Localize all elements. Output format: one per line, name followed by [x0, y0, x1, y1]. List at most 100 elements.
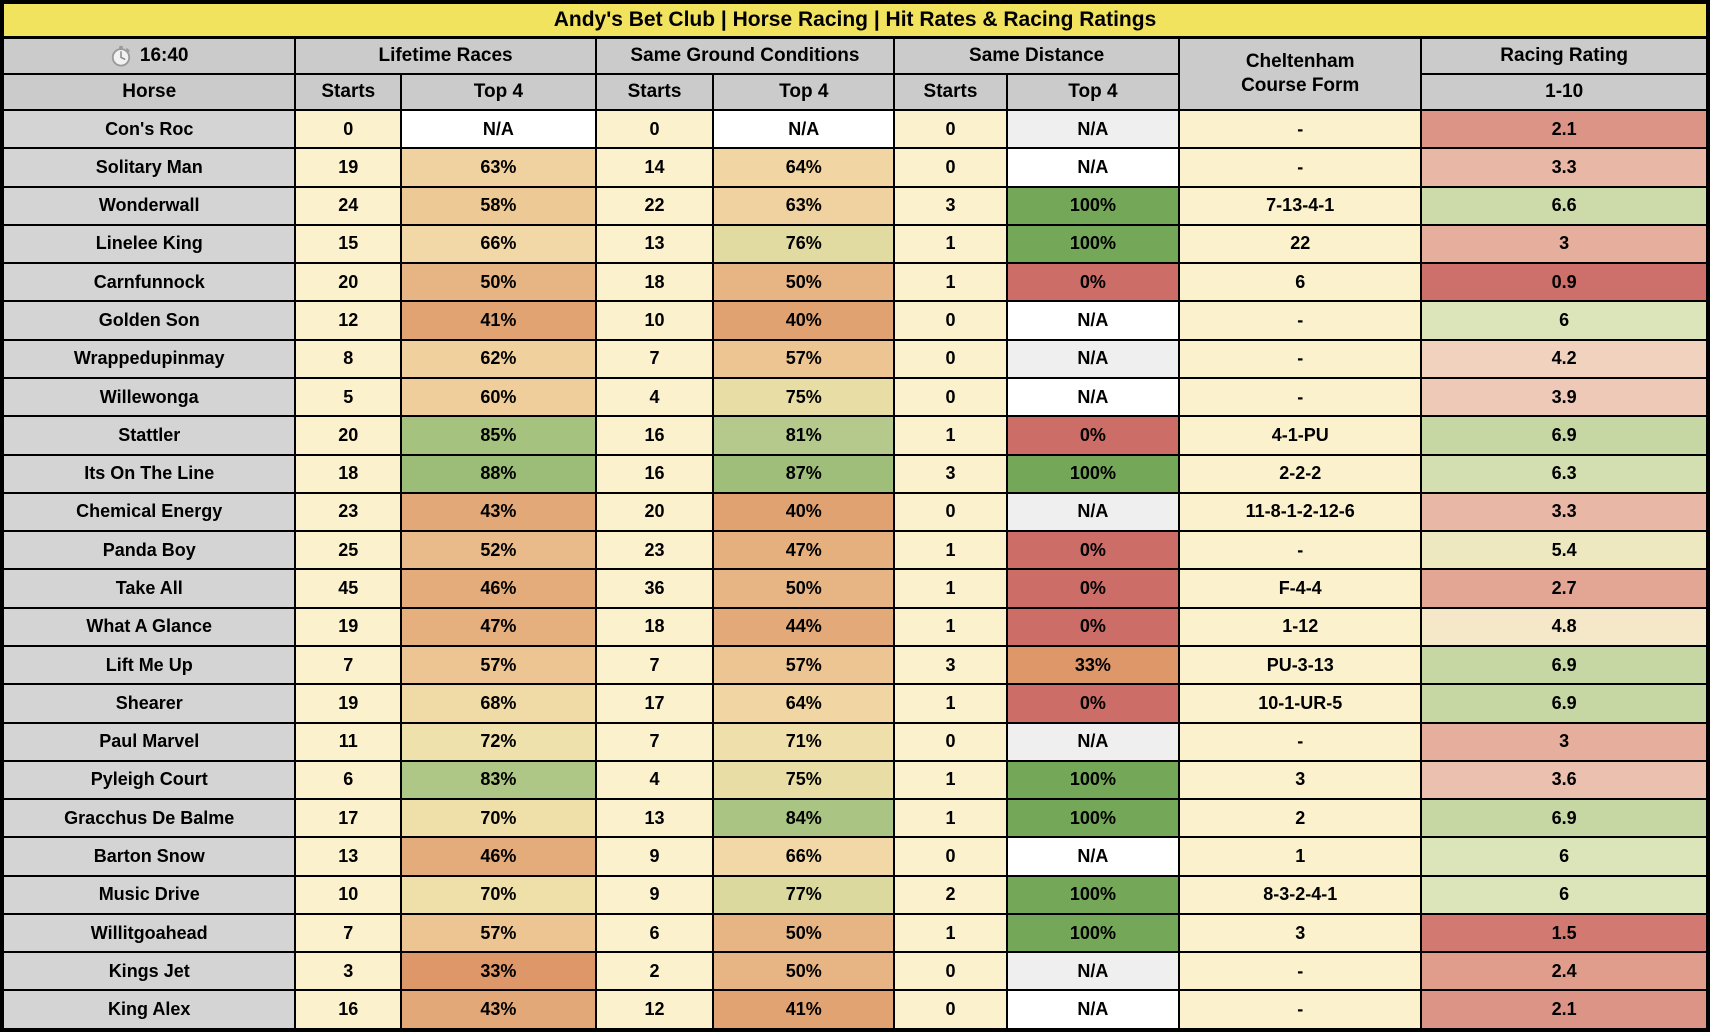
table-row: Its On The Line 18 88% 16 87% 3 100% 2-2… — [0, 453, 1709, 494]
ground-starts-cell: 17 — [594, 683, 715, 724]
distance-starts-cell: 3 — [893, 453, 1008, 494]
ground-starts-cell: 6 — [594, 912, 715, 954]
lifetime-starts-cell: 19 — [294, 606, 403, 647]
course-form-cell: 10-1-UR-5 — [1178, 683, 1423, 724]
lifetime-top4-cell: 46% — [400, 568, 597, 609]
stopwatch-icon — [111, 45, 131, 67]
distance-starts-cell: 0 — [893, 989, 1008, 1031]
lifetime-top4-cell: 46% — [400, 836, 597, 877]
distance-starts-cell: 1 — [893, 606, 1008, 647]
course-form-cell: - — [1178, 989, 1423, 1031]
horse-name-cell: Stattler — [0, 415, 297, 456]
rating-cell: 2.7 — [1420, 568, 1709, 609]
rating-cell: 3 — [1420, 223, 1709, 265]
ground-top4-cell: 63% — [712, 185, 896, 226]
ground-top4-cell: 75% — [712, 376, 896, 418]
rating-cell: 2.1 — [1420, 108, 1709, 150]
header-distance-top4: Top 4 — [1005, 73, 1181, 111]
table-row: Con's Roc 0 N/A 0 N/A 0 N/A - 2.1 — [0, 108, 1709, 150]
ground-starts-cell: 18 — [594, 262, 715, 303]
course-form-cell: 8-3-2-4-1 — [1178, 874, 1423, 915]
ground-starts-cell: 20 — [594, 491, 715, 533]
course-form-cell: 6 — [1178, 262, 1423, 303]
ground-top4-cell: 87% — [712, 453, 896, 494]
lifetime-starts-cell: 12 — [294, 300, 403, 341]
ground-top4-cell: 40% — [712, 491, 896, 533]
rating-cell: 6.9 — [1420, 683, 1709, 724]
ground-top4-cell: 64% — [712, 683, 896, 724]
course-form-cell: - — [1178, 376, 1423, 418]
distance-top4-cell: 100% — [1005, 759, 1181, 801]
table-row: Wonderwall 24 58% 22 63% 3 100% 7-13-4-1… — [0, 185, 1709, 226]
ground-starts-cell: 16 — [594, 453, 715, 494]
distance-starts-cell: 0 — [893, 836, 1008, 877]
horse-name-cell: Lift Me Up — [0, 644, 297, 686]
header-ground-top4: Top 4 — [712, 73, 896, 111]
ground-starts-cell: 16 — [594, 415, 715, 456]
lifetime-top4-cell: N/A — [400, 108, 597, 150]
table-row: Gracchus De Balme 17 70% 13 84% 1 100% 2… — [0, 798, 1709, 839]
table-row: Lift Me Up 7 57% 7 57% 3 33% PU-3-13 6.9 — [0, 644, 1709, 686]
lifetime-top4-cell: 43% — [400, 491, 597, 533]
distance-top4-cell: 100% — [1005, 453, 1181, 494]
table-row: Pyleigh Court 6 83% 4 75% 1 100% 3 3.6 — [0, 759, 1709, 801]
rating-cell: 3.9 — [1420, 376, 1709, 418]
lifetime-top4-cell: 63% — [400, 147, 597, 188]
horse-name-cell: Take All — [0, 568, 297, 609]
ground-top4-cell: 40% — [712, 300, 896, 341]
distance-top4-cell: 100% — [1005, 874, 1181, 915]
table-row: Linelee King 15 66% 13 76% 1 100% 22 3 — [0, 223, 1709, 265]
ground-top4-cell: 50% — [712, 262, 896, 303]
horse-name-cell: Shearer — [0, 683, 297, 724]
rating-cell: 6 — [1420, 874, 1709, 915]
ground-starts-cell: 10 — [594, 300, 715, 341]
ground-top4-cell: 41% — [712, 989, 896, 1031]
distance-top4-cell: 100% — [1005, 912, 1181, 954]
lifetime-starts-cell: 15 — [294, 223, 403, 265]
header-horse: Horse — [0, 73, 297, 111]
lifetime-starts-cell: 7 — [294, 644, 403, 686]
horse-name-cell: Wrappedupinmay — [0, 338, 297, 379]
ground-top4-cell: 50% — [712, 568, 896, 609]
course-form-cell: 4-1-PU — [1178, 415, 1423, 456]
table-row: Solitary Man 19 63% 14 64% 0 N/A - 3.3 — [0, 147, 1709, 188]
course-form-cell: 2-2-2 — [1178, 453, 1423, 494]
lifetime-top4-cell: 70% — [400, 798, 597, 839]
ground-top4-cell: 44% — [712, 606, 896, 647]
ground-starts-cell: 9 — [594, 836, 715, 877]
rating-cell: 3 — [1420, 721, 1709, 762]
ground-top4-cell: N/A — [712, 108, 896, 150]
rating-cell: 4.2 — [1420, 338, 1709, 379]
distance-top4-cell: 0% — [1005, 683, 1181, 724]
horse-name-cell: Golden Son — [0, 300, 297, 341]
lifetime-starts-cell: 23 — [294, 491, 403, 533]
table-row: Kings Jet 3 33% 2 50% 0 N/A - 2.4 — [0, 951, 1709, 992]
horse-name-cell: Music Drive — [0, 874, 297, 915]
course-form-cell: 11-8-1-2-12-6 — [1178, 491, 1423, 533]
distance-top4-cell: 0% — [1005, 568, 1181, 609]
ground-starts-cell: 36 — [594, 568, 715, 609]
title-bar: Andy's Bet Club | Horse Racing | Hit Rat… — [1, 1, 1709, 39]
ground-top4-cell: 66% — [712, 836, 896, 877]
course-form-cell: 1 — [1178, 836, 1423, 877]
table-row: Carnfunnock 20 50% 18 50% 1 0% 6 0.9 — [0, 262, 1709, 303]
lifetime-top4-cell: 41% — [400, 300, 597, 341]
horse-name-cell: Solitary Man — [0, 147, 297, 188]
distance-starts-cell: 0 — [893, 300, 1008, 341]
header-ground-starts: Starts — [594, 73, 715, 111]
rating-cell: 2.4 — [1420, 951, 1709, 992]
lifetime-top4-cell: 58% — [400, 185, 597, 226]
ground-top4-cell: 75% — [712, 759, 896, 801]
distance-top4-cell: 100% — [1005, 223, 1181, 265]
lifetime-starts-cell: 0 — [294, 108, 403, 150]
lifetime-starts-cell: 6 — [294, 759, 403, 801]
distance-top4-cell: N/A — [1005, 836, 1181, 877]
horse-name-cell: Its On The Line — [0, 453, 297, 494]
rating-cell: 1.5 — [1420, 912, 1709, 954]
distance-starts-cell: 1 — [893, 759, 1008, 801]
lifetime-top4-cell: 85% — [400, 415, 597, 456]
header-racing-rating: Racing Rating — [1420, 36, 1709, 75]
lifetime-starts-cell: 19 — [294, 147, 403, 188]
header-rating-scale: 1-10 — [1420, 73, 1709, 111]
lifetime-top4-cell: 57% — [400, 644, 597, 686]
